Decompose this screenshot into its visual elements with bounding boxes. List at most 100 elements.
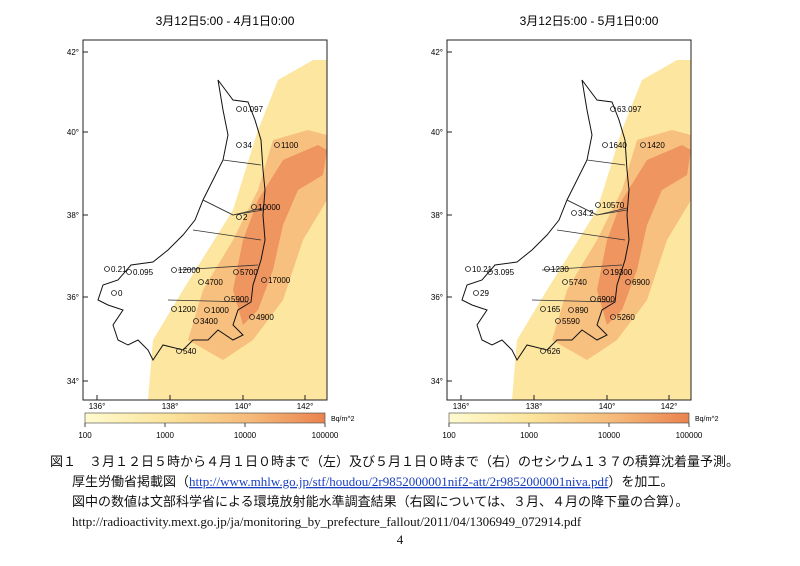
caption-note: 図中の数値は文部科学省による環境放射能水準調査結果（右図については、３月、４月の… xyxy=(72,494,688,509)
page-number: 4 xyxy=(397,532,404,547)
station-value: 165 xyxy=(547,305,561,314)
station-marker xyxy=(126,269,132,275)
source-prefix: 厚生労働省掲載図（ xyxy=(72,474,189,489)
station-marker xyxy=(602,142,608,148)
map-frame xyxy=(82,39,328,401)
coastline xyxy=(97,79,266,361)
map: 3月12日5:00 - 4月1日0:00 42° 40° 38° 36° 34° 136° 1… xyxy=(67,14,355,440)
colorbar-label: 100000 xyxy=(312,431,339,440)
station-value: 1000 xyxy=(211,306,229,315)
station-marker xyxy=(249,314,255,320)
lat-label: 40° xyxy=(431,128,443,137)
station-marker xyxy=(590,296,596,302)
lat-label: 34° xyxy=(67,377,79,386)
station-marker xyxy=(236,106,242,112)
station-marker xyxy=(540,348,546,354)
colorbar-label: 100 xyxy=(78,431,92,440)
prefecture-borders xyxy=(167,159,264,303)
colorbar-label: 10000 xyxy=(598,431,621,440)
map-title: 3月12日5:00 - 4月1日0:00 xyxy=(156,14,295,28)
station-value: 10000 xyxy=(258,203,281,212)
station-value: 5590 xyxy=(562,317,580,326)
caption-source: 厚生労働省掲載図（http://www.mhlw.go.jp/stf/houdo… xyxy=(72,474,673,489)
station-marker xyxy=(473,290,479,296)
colorbar-unit: Bq/m^2 xyxy=(331,416,355,423)
map: 3月12日5:00 - 5月1日0:00 42° 40° 38° 36° 34° 136° 1… xyxy=(431,14,719,440)
lat-label: 38° xyxy=(431,211,443,220)
caption-url: http://radioactivity.mext.go.jp/ja/monit… xyxy=(72,514,582,529)
prefecture-borders xyxy=(531,159,628,303)
station-value: 17000 xyxy=(268,276,291,285)
station-value: 5900 xyxy=(231,295,249,304)
station-value: 540 xyxy=(183,347,197,356)
station-value: 5700 xyxy=(240,268,258,277)
colorbar-label: 10000 xyxy=(234,431,257,440)
lat-label: 42° xyxy=(67,48,79,57)
station-marker xyxy=(171,267,177,273)
station-marker xyxy=(562,279,568,285)
station-marker xyxy=(236,214,242,220)
station-value: 4700 xyxy=(205,278,223,287)
station-value: 1420 xyxy=(647,141,665,150)
lon-label: 140° xyxy=(235,402,252,411)
station-value: 1200 xyxy=(178,305,196,314)
station-marker xyxy=(487,269,493,275)
lat-label: 42° xyxy=(431,48,443,57)
station-value: 12000 xyxy=(178,266,201,275)
station-value: 6900 xyxy=(597,295,615,304)
station-marker xyxy=(111,290,117,296)
station-marker xyxy=(568,307,574,313)
station-value: 3.095 xyxy=(494,268,515,277)
station-value: 29 xyxy=(480,289,489,298)
station-marker xyxy=(625,279,631,285)
lat-label: 38° xyxy=(67,211,79,220)
station-marker xyxy=(171,306,177,312)
colorbar-label: 100 xyxy=(442,431,456,440)
station-value: 6900 xyxy=(632,278,650,287)
station-value: 626 xyxy=(547,347,561,356)
station-value: 63.097 xyxy=(617,105,642,114)
station-marker xyxy=(610,314,616,320)
station-marker xyxy=(193,318,199,324)
station-marker xyxy=(571,210,577,216)
source-suffix: ）を加工。 xyxy=(608,474,673,489)
station-marker xyxy=(198,279,204,285)
map-area xyxy=(83,40,327,400)
station-marker xyxy=(251,204,257,210)
station-marker xyxy=(610,106,616,112)
station-marker xyxy=(104,266,110,272)
station-value: 5260 xyxy=(617,313,635,322)
station-value: 0.095 xyxy=(133,268,154,277)
deposition-high xyxy=(597,145,691,325)
station-marker xyxy=(261,277,267,283)
station-value: 890 xyxy=(575,306,589,315)
station-marker xyxy=(274,142,280,148)
station-marker xyxy=(465,266,471,272)
station-marker xyxy=(544,266,550,272)
station-value: 2 xyxy=(243,213,248,222)
colorbar xyxy=(448,412,690,424)
caption-figure: 図１ ３月１２日５時から４月１日０時まで（左）及び５月１日０時まで（右）のセシウ… xyxy=(50,454,739,469)
lon-label: 136° xyxy=(89,402,106,411)
station-value: 5740 xyxy=(569,278,587,287)
colorbar-label: 100000 xyxy=(676,431,703,440)
station-value: 0.097 xyxy=(243,105,264,114)
station-marker xyxy=(540,306,546,312)
station-value: 34 xyxy=(243,141,252,150)
station-value: 34.2 xyxy=(578,209,594,218)
station-marker xyxy=(233,269,239,275)
colorbar-label: 1000 xyxy=(520,431,538,440)
station-value: 10.21 xyxy=(472,265,493,274)
lon-label: 138° xyxy=(162,402,179,411)
station-value: 4900 xyxy=(256,313,274,322)
station-value: 1230 xyxy=(551,265,569,274)
lon-label: 142° xyxy=(661,402,678,411)
coastline xyxy=(461,79,630,361)
colorbar-unit: Bq/m^2 xyxy=(695,416,719,423)
station-marker xyxy=(204,307,210,313)
station-value: 19300 xyxy=(610,268,633,277)
lat-label: 36° xyxy=(67,293,79,302)
source-link[interactable]: http://www.mhlw.go.jp/stf/houdou/2r98520… xyxy=(189,474,609,489)
lon-label: 136° xyxy=(453,402,470,411)
